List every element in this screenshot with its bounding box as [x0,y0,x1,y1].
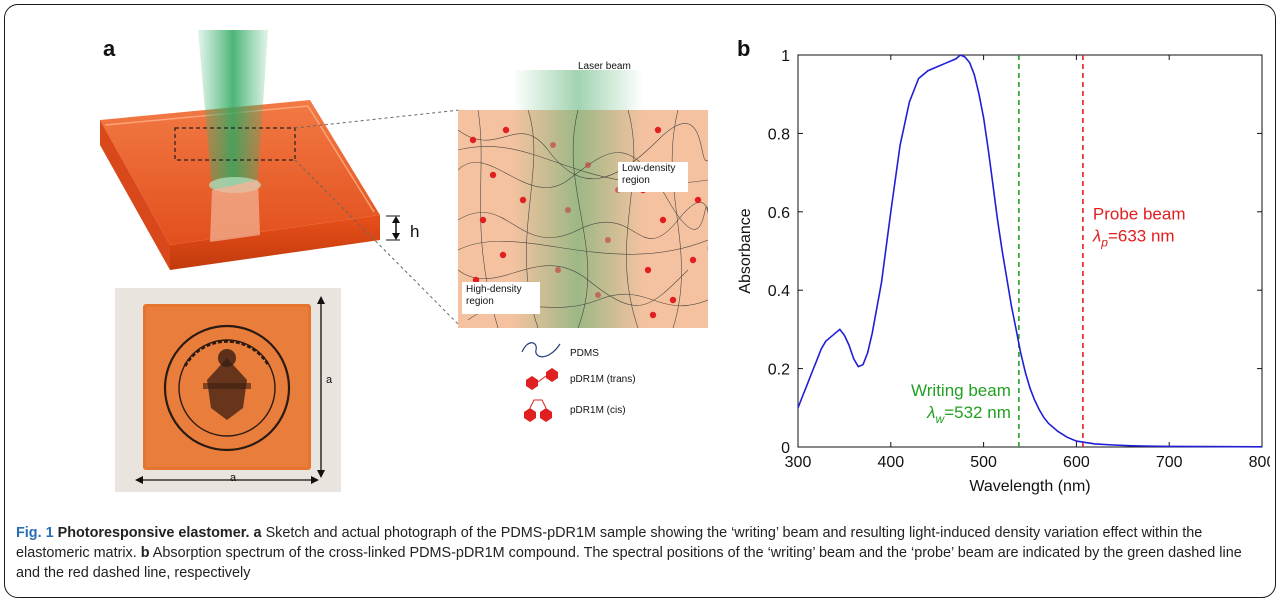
writing-beam [198,30,268,190]
slab-front-face [170,215,380,270]
side-label-vertical: a [326,374,333,386]
zoom-inset [458,70,708,328]
laser-beam-label: Laser beam [578,61,631,72]
cis-molecule-icon [524,399,552,422]
caption-part-b-label: b [140,545,150,561]
slab-left-face [100,120,170,270]
probe-beam-wavelength: λp=633 nm [1092,227,1175,250]
side-label-horizontal: a [230,472,237,484]
y-tick-label: 1 [781,48,790,65]
x-tick-label: 700 [1156,454,1183,471]
caption-part-a-label: a [253,525,262,541]
caption-part-a-text: Sketch and actual photograph of the PDMS… [16,525,1203,561]
caption-part-b-text: Absorption spectrum of the cross-linked … [16,545,1242,581]
x-tick-label: 400 [877,454,904,471]
plot-frame [797,54,1263,448]
writing-beam-annotation: Writing beam [911,381,1011,400]
y-tick-label: 0.6 [768,205,790,222]
elastomer-sketch [100,30,461,327]
x-tick-label: 600 [1063,454,1090,471]
writing-beam-wavelength: λw=532 nm [926,403,1011,426]
pdms-chain-icon [521,342,561,358]
x-tick-label: 300 [785,454,812,471]
sample-photo [115,288,341,492]
panel-a-label: a [103,36,116,61]
figure-caption: Fig. 1 Photoresponsive elastomer. a Sket… [16,523,1266,583]
absorbance-chart: 300 400 500 600 700 800 0 0.2 0.4 0.6 0.8 1 Waveleng… [737,48,1270,495]
probe-beam-annotation: Probe beam [1093,205,1186,224]
x-tick-label: 500 [970,454,997,471]
y-tick-label: 0 [781,440,790,457]
legend-pdms-label: PDMS [570,348,599,359]
y-tick-label: 0.2 [768,362,790,379]
legend-cis-label: pDR1M (cis) [570,405,626,416]
thickness-label: h [410,222,420,241]
y-tick-label: 0.4 [768,283,790,300]
panel-b-label: b [737,36,751,61]
high-density-label: High-density region [466,284,522,307]
legend-icons [521,342,561,422]
photo-image [135,296,325,484]
low-density-label: Low-density region [622,163,676,186]
caption-title: Photoresponsive elastomer. [57,525,250,541]
legend-trans-label: pDR1M (trans) [570,374,636,385]
trans-molecule-icon [526,368,558,390]
x-axis-label: Wavelength (nm) [969,478,1090,495]
caption-fig-number: Fig. 1 [16,525,54,541]
absorbance-series [797,54,1263,448]
zoom-selection [174,127,296,161]
figure-frame [4,4,1276,598]
y-tick-label: 0.8 [768,126,790,143]
y-axis-label: Absorbance [737,208,754,293]
x-tick-label: 800 [1249,454,1270,471]
